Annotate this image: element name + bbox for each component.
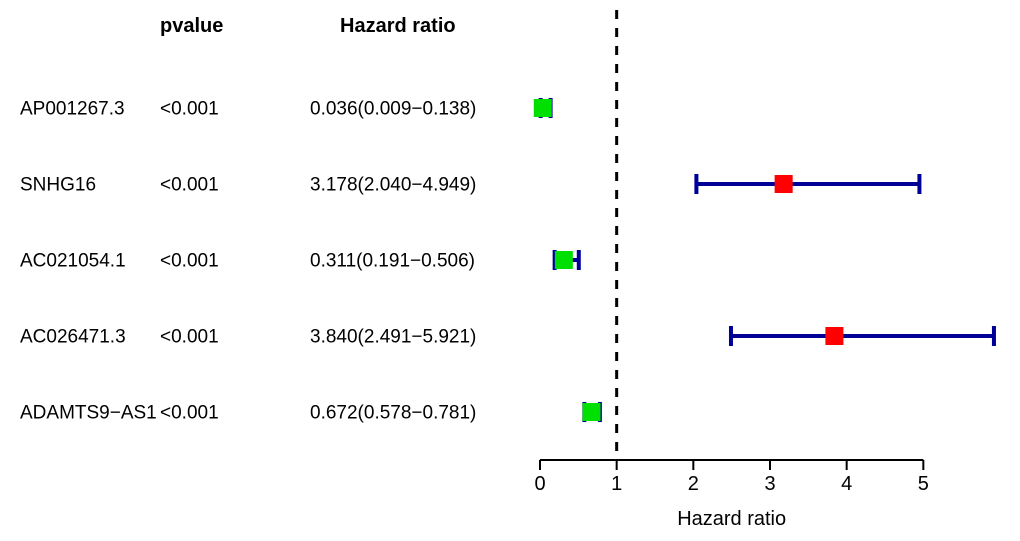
row-pvalue: <0.001 — [160, 251, 219, 272]
row-pvalue: <0.001 — [160, 99, 219, 120]
x-axis-tick-label: 0 — [534, 473, 545, 495]
header-hazard-ratio: Hazard ratio — [340, 15, 456, 37]
row-hr-text: 3.178(2.040−4.949) — [310, 175, 476, 196]
x-axis-tick-label: 1 — [611, 473, 622, 495]
hr-marker — [775, 175, 793, 193]
row-name: SNHG16 — [20, 175, 96, 196]
row-pvalue: <0.001 — [160, 403, 219, 424]
x-axis-tick-label: 2 — [688, 473, 699, 495]
row-pvalue: <0.001 — [160, 327, 219, 348]
x-axis-tick-label: 5 — [918, 473, 929, 495]
header-pvalue: pvalue — [160, 15, 223, 37]
row-name: AC026471.3 — [20, 327, 126, 348]
row-name: AC021054.1 — [20, 251, 126, 272]
row-hr-text: 0.036(0.009−0.138) — [310, 99, 476, 120]
x-axis-label: Hazard ratio — [677, 508, 786, 530]
hr-marker — [555, 251, 573, 269]
row-pvalue: <0.001 — [160, 175, 219, 196]
forest-plot: pvalue Hazard ratio AP001267.3 <0.001 0.036(… — [0, 0, 1020, 541]
row-hr-text: 0.311(0.191−0.506) — [310, 251, 475, 272]
row-name: ADAMTS9−AS1 — [20, 403, 157, 424]
row-name: AP001267.3 — [20, 99, 125, 120]
x-axis-tick-label: 4 — [841, 473, 852, 495]
hr-marker — [825, 327, 843, 345]
row-hr-text: 3.840(2.491−5.921) — [310, 327, 476, 348]
hr-marker — [534, 99, 552, 117]
row-hr-text: 0.672(0.578−0.781) — [310, 403, 476, 424]
hr-marker — [583, 403, 601, 421]
x-axis-tick-label: 3 — [764, 473, 775, 495]
